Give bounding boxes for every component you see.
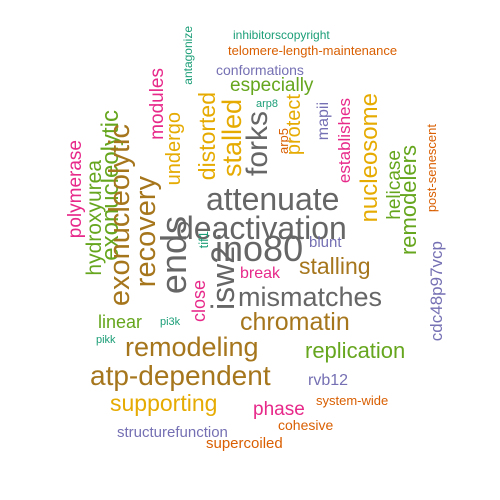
word-pi3k: pi3k	[160, 316, 181, 328]
word-ino80: ino80	[215, 228, 304, 269]
word-blunt: blunt	[309, 234, 342, 251]
word-post-senescent: post-senescent	[424, 124, 439, 213]
word-distorted: distorted	[194, 92, 220, 181]
word-antagonize: antagonize	[181, 26, 195, 85]
word-linear: linear	[98, 312, 143, 332]
word-phase: phase	[253, 399, 305, 420]
word-forks: forks	[241, 111, 274, 177]
word-deactivation: deactivation	[176, 210, 347, 246]
word-protect: protect	[283, 94, 305, 156]
word-break: break	[240, 265, 281, 282]
word-nucleosome: nucleosome	[356, 93, 383, 223]
word-conformations: conformations	[216, 62, 304, 78]
word-atp-dependent: atp-dependent	[90, 360, 271, 391]
word-ends: ends	[153, 216, 194, 295]
word-chromatin: chromatin	[240, 308, 350, 336]
word-system-wide: system-wide	[316, 393, 389, 408]
word-structurefunction: structurefunction	[117, 424, 228, 441]
word-mapii: mapii	[315, 102, 332, 141]
word-mismatches: mismatches	[238, 282, 383, 312]
word-especially: especially	[230, 75, 314, 96]
word-remodelers: remodelers	[396, 145, 421, 256]
word-supporting: supporting	[110, 390, 218, 416]
word-attenuate: attenuate	[206, 181, 340, 217]
word-establishes: establishes	[335, 98, 354, 184]
word-cohesive: cohesive	[278, 417, 334, 433]
word-inhibitorscopyright: inhibitorscopyright	[233, 28, 330, 42]
word-arp8: arp8	[256, 98, 279, 110]
word-stalling: stalling	[299, 253, 371, 279]
word-rvb12: rvb12	[308, 372, 349, 389]
word-telomere-length-maintenance: telomere-length-maintenance	[228, 43, 398, 58]
word-pikk: pikk	[96, 334, 116, 346]
word-cdc48p97vcp: cdc48p97vcp	[427, 241, 446, 342]
word-remodeling: remodeling	[125, 332, 259, 362]
word-hydroxyurea: hydroxyurea	[83, 160, 106, 276]
word-supercoiled: supercoiled	[206, 435, 283, 452]
word-isw2: isw2	[205, 246, 241, 311]
word-undergo: undergo	[163, 112, 185, 186]
word-replication: replication	[305, 338, 406, 363]
